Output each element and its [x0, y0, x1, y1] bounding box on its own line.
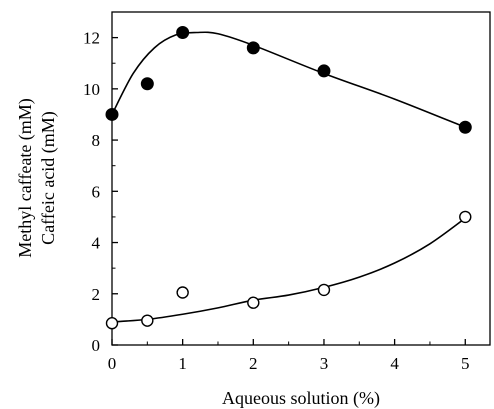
x-tick-label: 2: [249, 354, 258, 373]
y-tick-label: 0: [92, 336, 101, 355]
y-tick-label: 6: [92, 182, 101, 201]
y-tick-label: 8: [92, 131, 101, 150]
filled-data-point: [105, 107, 119, 121]
y-axis-title-line-1: Methyl caffeate (mM): [15, 98, 36, 258]
open-data-point: [141, 314, 154, 327]
x-tick-label: 3: [320, 354, 329, 373]
x-tick-label: 5: [461, 354, 470, 373]
y-axis-title-line-2: Caffeic acid (mM): [38, 111, 59, 245]
y-tick-label: 12: [83, 29, 100, 48]
y-tick-label: 4: [92, 234, 101, 253]
series-trend-line: [111, 31, 466, 129]
x-axis-title: Aqueous solution (%): [222, 388, 380, 409]
plot-frame: [111, 11, 491, 346]
x-axis: 0 1 2 3 4 5: [108, 339, 470, 373]
series-layer: [105, 25, 472, 330]
filled-data-point: [140, 77, 154, 91]
open-data-point: [247, 296, 260, 309]
filled-data-point: [458, 120, 472, 134]
y-tick-label: 10: [83, 80, 100, 99]
open-data-point: [317, 283, 331, 297]
series-trend-line: [111, 217, 466, 323]
filled-data-point: [176, 25, 190, 39]
filled-data-point: [317, 64, 331, 78]
y-tick-label: 2: [92, 285, 101, 304]
series-open-circles: [105, 210, 472, 330]
open-data-point: [176, 286, 189, 299]
y-axis: 0 2 4 6 8 10 12: [83, 11, 118, 355]
series-filled-circles: [105, 25, 472, 134]
filled-data-point: [246, 41, 260, 55]
x-tick-label: 0: [108, 354, 117, 373]
open-data-point: [105, 317, 119, 330]
x-tick-label: 1: [178, 354, 187, 373]
x-tick-label: 4: [390, 354, 399, 373]
open-data-point: [459, 210, 472, 224]
